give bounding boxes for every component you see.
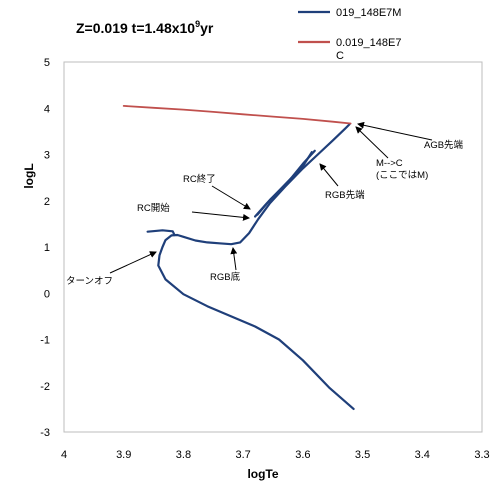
data-series-group [122, 105, 355, 410]
annotation-arrow-3 [319, 163, 339, 187]
axis-ticks-group: 4 3.9 3.8 3.7 3.6 3.5 3.4 3.3 5 4 3 2 1 0 -1 -2 -3 [40, 57, 489, 461]
x-tick-label: 3.7 [235, 449, 250, 461]
annotations-group: AGB先端 M-->C(ここではM) RGB先端 RC終了 RC開始 RGB底 ターンオフ [66, 121, 464, 287]
annotation-arrow-1 [357, 121, 433, 141]
legend-label-2: 0.019_148E7 [336, 37, 401, 49]
chart-title: Z=0.019 t=1.48x109yr [76, 19, 214, 36]
annotation-label-5: RC開始 [137, 202, 170, 214]
annotation-label-6: RGB底 [210, 271, 241, 283]
y-tick-label: 4 [44, 103, 50, 115]
x-tick-label: 4 [61, 449, 67, 461]
x-tick-label: 3.3 [474, 449, 489, 461]
y-tick-label: -1 [40, 335, 50, 347]
annotation-label-2: M-->C [376, 158, 403, 169]
legend-label-2-line-2: C [336, 50, 344, 62]
y-tick-label: -3 [40, 427, 50, 439]
x-tick-label: 3.9 [116, 449, 131, 461]
chart-title-unit: yr [200, 20, 214, 36]
chart-title-exponent: 9 [195, 19, 200, 29]
x-tick-label: 3.8 [176, 449, 191, 461]
annotation-label-4: RC終了 [183, 173, 216, 185]
y-tick-label: -2 [40, 381, 50, 393]
x-axis-label: logTe [247, 467, 278, 481]
x-tick-label: 3.6 [295, 449, 310, 461]
series-line-1-segment-4 [256, 149, 316, 216]
chart-title-main: Z=0.019 t=1.48x10 [76, 20, 195, 36]
x-tick-label: 3.5 [355, 449, 370, 461]
annotation-label-1: AGB先端 [424, 139, 464, 151]
annotation-label-3: RGB先端 [325, 189, 365, 201]
series-line-1-segment-2 [146, 229, 176, 237]
annotation-arrow-4 [211, 185, 251, 210]
annotation-label-7: ターンオフ [66, 276, 113, 287]
series-line-1-segment-1 [157, 123, 355, 410]
y-tick-label: 3 [44, 150, 50, 162]
x-tick-label: 3.4 [415, 449, 430, 461]
annotation-label-2: (ここではM) [376, 170, 428, 181]
annotation-arrow-7 [109, 251, 157, 274]
y-tick-label: 5 [44, 57, 50, 69]
annotation-arrow-6 [230, 247, 238, 271]
y-tick-label: 1 [44, 242, 50, 254]
annotation-arrow-2 [355, 126, 389, 159]
y-axis-label: logL [22, 163, 36, 188]
series-line-2-segment-1 [122, 105, 352, 125]
legend-label-1: 019_148E7M [336, 7, 401, 19]
plot-area-frame [63, 61, 483, 433]
y-tick-label: 2 [44, 196, 50, 208]
y-tick-label: 0 [44, 288, 50, 300]
annotation-arrow-5 [191, 211, 250, 221]
